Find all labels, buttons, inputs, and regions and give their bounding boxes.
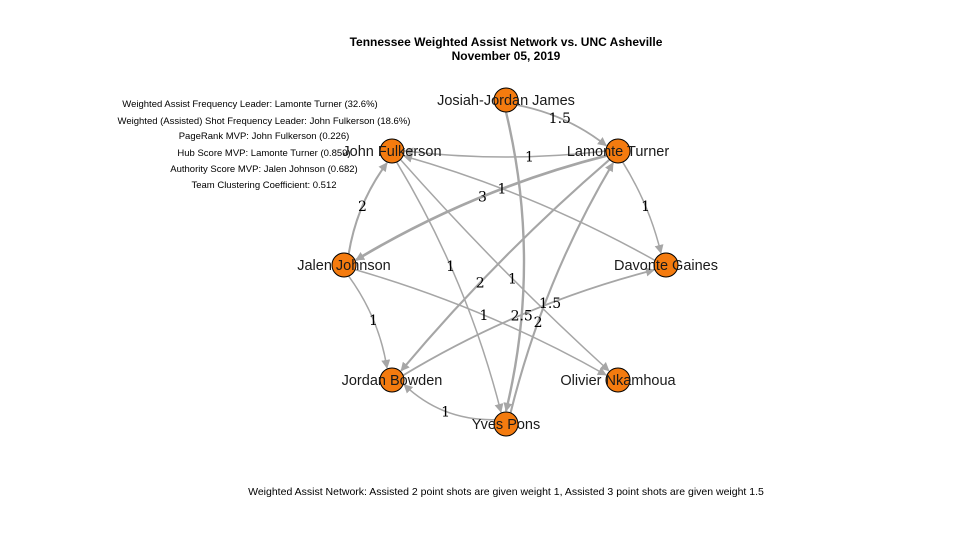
node-yves [493,411,519,437]
edge-yves-to-lamonte [509,162,614,414]
edge-jalen-to-jordan [348,275,391,369]
node-olivier [605,367,631,393]
edge-label-jalen-to-jordan: 1 [369,313,378,329]
edge-label-john-to-olivier: 1 [508,272,517,288]
edge-label-lamonte-to-jordan: 2 [476,275,485,291]
edge-jalen-to-olivier [354,268,607,376]
chart-title: Tennessee Weighted Assist Network vs. UN… [350,35,663,49]
node-label-josiah: Josiah-Jordan James [437,93,575,109]
edge-label-jalen-to-olivier: 1 [479,308,488,324]
edge-lamonte-to-davonte [622,161,664,254]
edge-label-lamonte-to-davonte: 1 [641,199,650,215]
node-label-jordan: Jordan Bowden [342,373,443,389]
stat-clustering: Team Clustering Coefficient: 0.512 [191,180,336,191]
edges-layer [347,104,664,421]
stat-authority-mvp: Authority Score MVP: Jalen Johnson (0.68… [170,164,357,175]
stat-hub-mvp: Hub Score MVP: Lamonte Turner (0.859) [177,148,350,159]
node-lamonte [605,138,631,164]
edge-label-yves-to-jordan: 1 [441,404,450,420]
stats-panel: Weighted Assist Frequency Leader: Lamont… [118,99,411,191]
node-label-lamonte: Lamonte Turner [567,144,670,160]
edge-lamonte-to-jordan [400,158,611,372]
node-jordan [379,367,405,393]
edge-davonte-to-john [403,153,656,262]
stat-pagerank-mvp: PageRank MVP: John Fulkerson (0.226) [179,131,350,142]
node-josiah [493,87,519,113]
node-jalen [331,252,357,278]
node-label-olivier: Olivier Nkamhoua [560,373,676,389]
edge-label-josiah-to-lamonte: 1.5 [549,111,571,127]
edge-josiah-to-yves [503,111,526,412]
node-labels-layer: Josiah-Jordan James Lamonte Turner Davonte… [297,93,718,433]
footer-caption: Weighted Assist Network: Assisted 2 poin… [248,486,764,498]
edge-john-to-yves [395,161,504,413]
node-davonte [653,252,679,278]
edge-label-john-to-yves: 1 [446,259,455,275]
edge-josiah-to-lamonte [516,104,607,147]
edge-john-to-olivier [399,159,610,372]
edge-label-lamonte-to-jalen: 3 [478,190,487,206]
edge-jalen-to-john [347,162,388,255]
edge-yves-to-jordan [403,384,495,421]
edge-label-josiah-to-yves: 2.5 [511,309,533,325]
edge-label-jordan-to-davonte: 1.5 [539,296,561,312]
node-label-yves: Yves Pons [472,417,541,433]
edge-jordan-to-davonte [402,267,655,377]
stat-assist-leader: Weighted Assist Frequency Leader: Lamont… [122,99,377,110]
edge-lamonte-to-john [404,147,607,158]
edge-label-yves-to-lamonte: 2 [534,315,543,331]
node-label-john: John Fulkerson [342,144,441,160]
node-label-jalen: Jalen Johnson [297,258,391,274]
chart-subtitle: November 05, 2019 [452,49,561,63]
nodes-layer [331,87,679,437]
node-label-davonte: Davonte Gaines [614,258,718,274]
node-john [379,138,405,164]
edge-lamonte-to-jalen [355,154,608,262]
edge-label-davonte-to-john: 1 [498,182,507,198]
edge-label-lamonte-to-john: 1 [525,150,534,166]
stat-shot-leader: Weighted (Assisted) Shot Frequency Leade… [118,116,411,127]
edge-label-jalen-to-john: 2 [358,199,367,215]
